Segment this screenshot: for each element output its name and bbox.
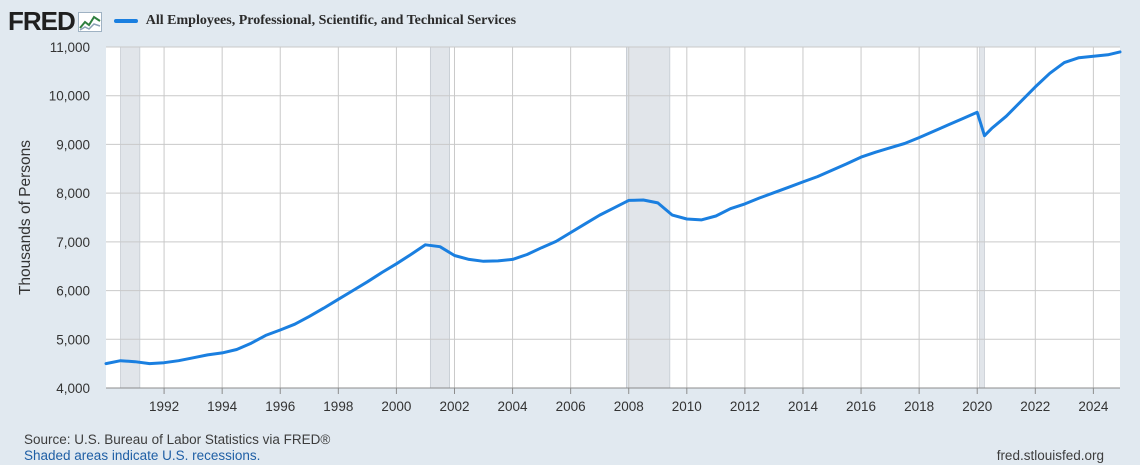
x-tick-label: 2018 (904, 399, 934, 414)
chart-header: FRED All Employees, Professional, Scient… (8, 6, 516, 36)
chart-footer: Source: U.S. Bureau of Labor Statistics … (24, 432, 330, 464)
fred-logo-graph-icon (77, 12, 102, 32)
fred-logo[interactable]: FRED (8, 5, 76, 36)
x-tick-label: 2006 (556, 399, 586, 414)
x-tick-label: 1994 (207, 399, 238, 414)
x-tick-label: 2008 (614, 399, 644, 414)
x-tick-label: 2020 (962, 399, 992, 414)
plot-area (106, 47, 1120, 388)
x-axis-ticks: 1992 1994 1996 1998 2000 2002 2004 2006 2008 2010… (106, 387, 1120, 414)
source-note: Source: U.S. Bureau of Labor Statistics … (24, 432, 331, 447)
y-tick-label: 9,000 (56, 137, 90, 152)
y-axis-label: Thousands of Persons (17, 140, 34, 295)
x-tick-label: 2000 (381, 399, 411, 414)
legend-label: All Employees, Professional, Scientific,… (145, 13, 517, 28)
recession-band (626, 46, 671, 389)
x-tick-label: 1996 (265, 399, 295, 414)
recession-band (429, 46, 450, 389)
y-tick-label: 5,000 (56, 332, 90, 347)
x-tick-label: 1992 (149, 399, 179, 414)
y-tick-label: 8,000 (56, 186, 90, 201)
site-url[interactable]: fred.stlouisfed.org (996, 448, 1104, 463)
legend-swatch (113, 19, 138, 23)
x-tick-label: 2014 (788, 399, 819, 414)
recession-note-link[interactable]: Shaded areas indicate U.S. recessions. (24, 448, 261, 463)
y-tick-label: 10,000 (49, 89, 90, 104)
line-chart[interactable]: 4,000 5,000 6,000 7,000 8,000 9,000 10,000 11,0… (0, 0, 1140, 430)
chart-legend[interactable]: All Employees, Professional, Scientific,… (113, 13, 517, 29)
x-tick-label: 2024 (1078, 399, 1109, 414)
y-tick-label: 6,000 (56, 284, 90, 299)
x-tick-label: 1998 (323, 399, 353, 414)
y-tick-label: 11,000 (50, 40, 90, 55)
x-tick-label: 2016 (846, 399, 876, 414)
x-tick-label: 2010 (672, 399, 702, 414)
series-line[interactable] (104, 50, 1122, 366)
recession-band (979, 46, 985, 389)
x-tick-label: 2002 (439, 399, 469, 414)
x-tick-label: 2022 (1020, 399, 1050, 414)
recession-band (120, 46, 141, 389)
x-tick-label: 2012 (730, 399, 760, 414)
y-tick-label: 4,000 (56, 381, 90, 396)
y-tick-label: 7,000 (56, 235, 90, 250)
y-axis-ticks: 4,000 5,000 6,000 7,000 8,000 9,000 10,000 11,0… (49, 40, 90, 396)
x-tick-label: 2004 (498, 399, 529, 414)
